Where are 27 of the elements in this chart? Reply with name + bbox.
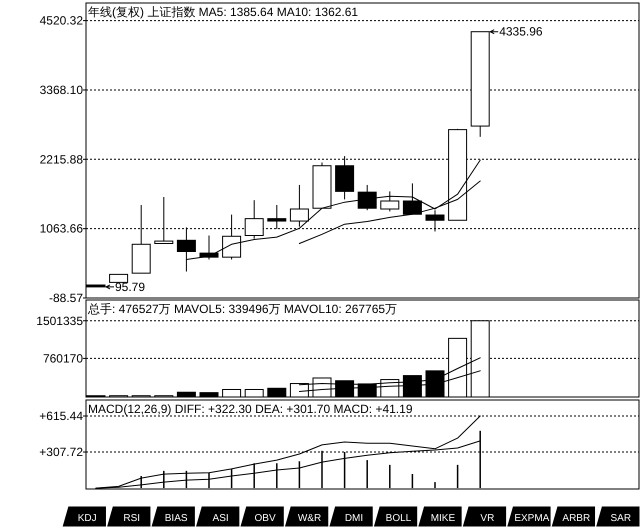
text: W&R: [298, 513, 322, 524]
text: OBV: [254, 513, 276, 524]
y-tick-label: 1501335: [36, 314, 84, 328]
chart-title: 年线(复权) 上证指数 MA5: 1385.64 MA10: 1362.61: [88, 5, 358, 19]
y-tick-label: 3368.10: [40, 82, 84, 97]
text: DMI: [344, 513, 364, 524]
text: MIKE: [430, 513, 456, 524]
y-tick-label: 4520.32: [40, 14, 84, 28]
text: RSI: [123, 513, 140, 524]
y-tick-label: 2215.88: [40, 152, 84, 166]
text: ASI: [212, 513, 229, 524]
y-tick-label: +615.44: [39, 408, 84, 423]
y-tick-label: -88.57: [48, 291, 84, 305]
text: SAR: [610, 513, 632, 524]
text: EXPMA: [514, 513, 550, 524]
y-tick-label: 760170: [42, 351, 84, 366]
text: BOLL: [386, 513, 412, 524]
chart-title: 总手: 476527万 MAVOL5: 339496万 MAVOL10: 267765万: [87, 302, 398, 316]
text: ARBR: [562, 513, 590, 524]
text: VR: [480, 513, 494, 524]
text: 4335.96: [499, 24, 543, 39]
chart-title: MACD(12,26,9) DIFF: +322.30 DEA: +301.70 MACD: +41.19: [88, 402, 413, 416]
text: KDJ: [78, 513, 97, 524]
y-tick-label: 1063.66: [40, 222, 84, 236]
annotation: 95.79: [115, 280, 146, 294]
y-tick-label: +307.72: [39, 445, 84, 460]
text: BIAS: [164, 513, 188, 524]
